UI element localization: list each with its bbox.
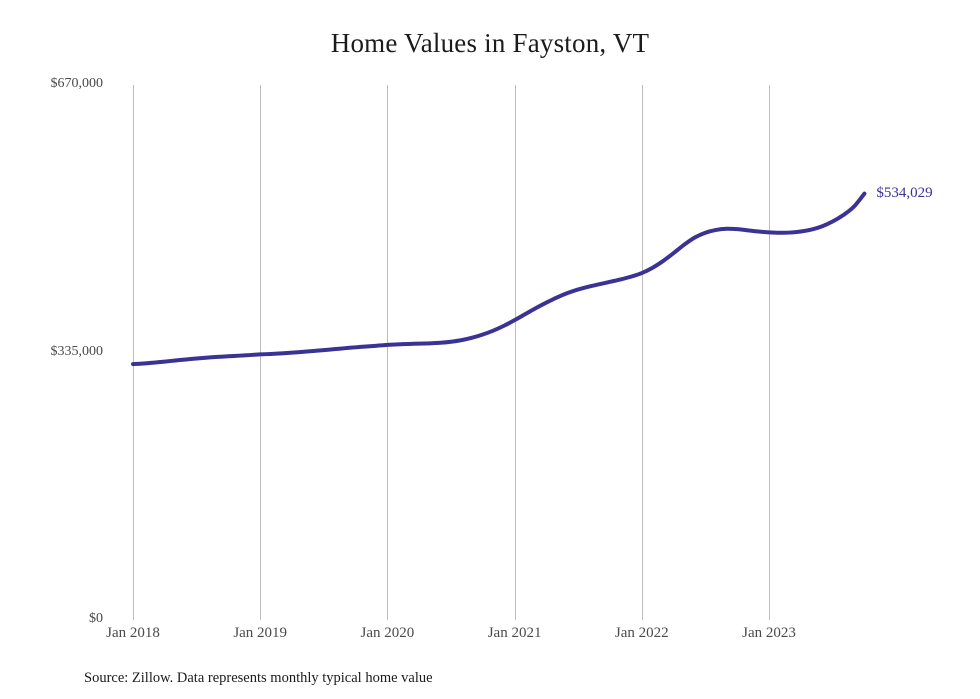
x-tick-label: Jan 2020 bbox=[360, 625, 415, 641]
gridline-jan-2020 bbox=[387, 85, 389, 620]
gridline-jan-2021 bbox=[514, 85, 516, 620]
y-tick-label: $335,000 bbox=[50, 343, 104, 359]
chart-title: Home Values in Fayston, VT bbox=[330, 28, 650, 58]
x-tick-label: Jan 2023 bbox=[742, 625, 796, 641]
x-tick-label: Jan 2019 bbox=[233, 625, 288, 641]
source-note: Source: Zillow. Data represents monthly … bbox=[84, 670, 433, 686]
x-tick-label: Jan 2022 bbox=[614, 625, 669, 641]
y-tick-label: $0 bbox=[89, 611, 103, 626]
x-tick-label: Jan 2021 bbox=[487, 625, 542, 641]
y-tick-label: $670,000 bbox=[50, 76, 104, 91]
end-value-label: $534,029 bbox=[876, 184, 933, 201]
home-value-line bbox=[131, 191, 867, 367]
x-tick-label: Jan 2018 bbox=[106, 625, 160, 641]
gridline-jan-2023 bbox=[769, 85, 770, 620]
gridline-jan-2022 bbox=[641, 85, 643, 620]
gridline-jan-2018 bbox=[133, 85, 134, 620]
